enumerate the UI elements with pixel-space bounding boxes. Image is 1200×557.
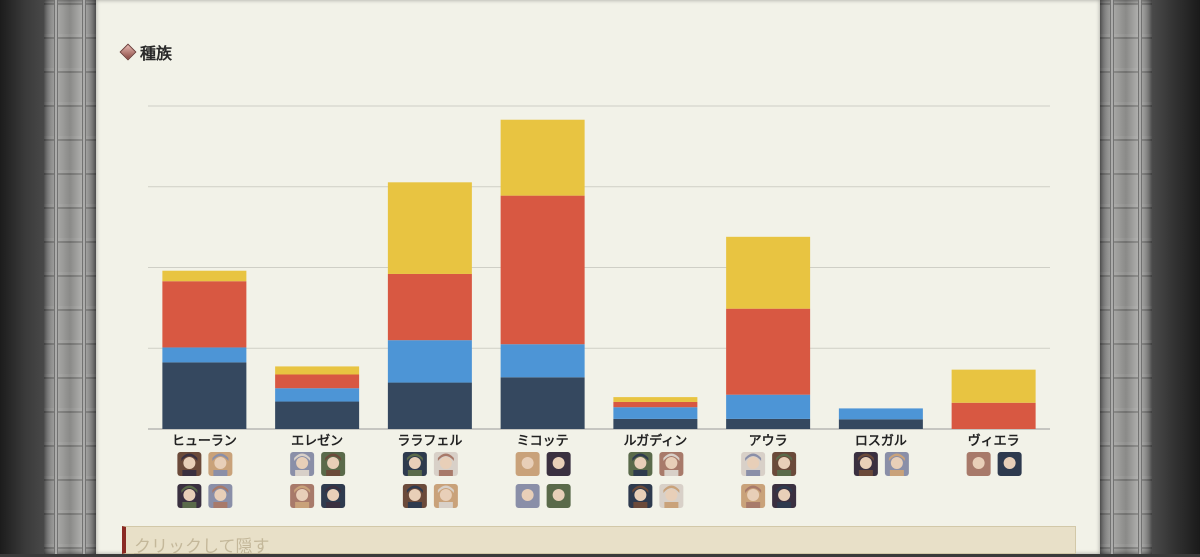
bar-segment [500,377,585,429]
bar-segment [613,407,698,419]
section-heading: 種族 [119,40,173,64]
category-label: ヴィエラ [968,433,1020,449]
hide-toggle-link[interactable]: クリックして隠す [134,537,270,557]
bar-segment [726,394,811,419]
race-portrait-icon [741,484,766,508]
bar-segment [613,397,698,402]
bar-segment [500,195,585,345]
race-portrait-icon [402,452,427,476]
race-portrait-icon [321,484,346,508]
bar-segment [275,401,360,429]
race-portrait-icon [546,452,571,476]
bar-segment [951,402,1036,429]
section-title: 種族 [140,44,173,63]
bar-segment [387,182,472,274]
race-portrait-icon [772,452,797,476]
bar-segment [726,308,811,395]
category-label: ララフェル [397,434,462,449]
race-portrait-icon [208,452,233,476]
race-portrait-icon [628,484,653,508]
race-portrait-icon [177,484,202,508]
race-portrait-icon [433,484,458,508]
race-portrait-icon [402,484,427,508]
outer-frame-left [0,0,46,554]
bar-segment [387,382,472,429]
bar-segment [275,388,360,402]
category-label: アウラ [749,434,788,449]
race-portrait-icon [433,452,458,476]
bar-segment [951,369,1036,403]
race-portrait-icon [659,452,684,476]
bar-segment [162,347,247,363]
category-label: ヒューラン [172,434,237,449]
bar-segment [162,270,247,282]
toggle-bar[interactable]: クリックして隠す [122,526,1076,557]
bar-segment [838,408,923,420]
race-portrait-icon [772,484,797,508]
race-portrait-icon [884,452,909,476]
race-portrait-icon [290,452,315,476]
race-portrait-icon [853,452,878,476]
bar-segment [726,418,811,429]
bar-segment [613,401,698,408]
stone-border-right [1100,0,1152,554]
category-label: エレゼン [291,433,343,449]
race-portrait-icon [741,452,766,476]
outer-frame-right [1152,0,1200,554]
stone-border-left [44,0,96,554]
bar-segment [613,418,698,429]
race-portrait-icon [321,452,346,476]
race-stacked-bar-chart: ヒューラン エレゼン ララフェル ミコッテ ルガディン アウラ ロスガル ヴィエラ [148,105,1050,508]
race-portrait-icon [997,452,1022,476]
race-portrait-icon [177,452,202,476]
bar-segment [500,119,585,196]
race-portrait-icon [290,484,315,508]
content-panel: 種族 ヒューラン エレゼン ララフェル ミコッテ ルガディン アウラ ロスガル ヴィエラ クリ… [96,0,1100,557]
bar-segment [726,236,811,309]
bar-segment [387,340,472,383]
bar-segment [387,273,472,341]
bar-segment [838,419,923,429]
category-label: ロスガル [855,434,907,449]
race-portrait-icon [546,484,571,508]
bar-segment [500,344,585,378]
race-portrait-icon [628,452,653,476]
race-portrait-icon [515,452,540,476]
category-label: ルガディン [624,433,688,449]
race-portrait-icon [966,452,991,476]
race-portrait-icon [515,484,540,508]
bar-segment [275,366,360,375]
category-label: ミコッテ [517,434,569,449]
race-portrait-icon [208,484,233,508]
bar-segment [275,374,360,389]
bar-segment [162,281,247,348]
bar-segment [162,362,247,429]
race-portrait-icon [659,484,684,508]
